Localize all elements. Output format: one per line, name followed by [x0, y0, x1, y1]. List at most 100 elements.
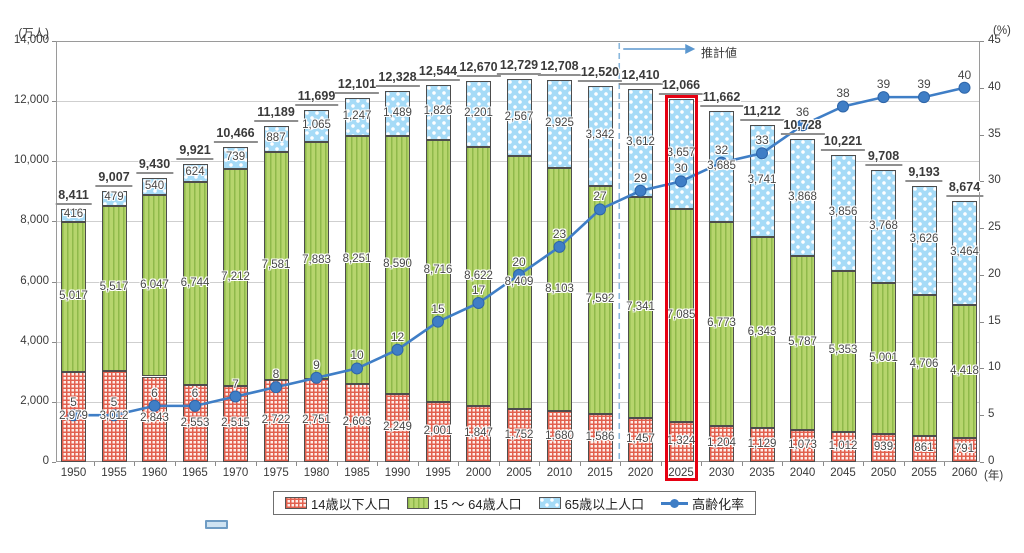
bar-total-label: 12,410 [618, 68, 663, 85]
right-axis-unit: (%) [993, 25, 1011, 37]
legend-item-under14: 14歳以下人口 [285, 494, 390, 513]
bar-segment-working-age-value: 4,706 [909, 358, 939, 371]
y-axis-right-tick [980, 181, 984, 183]
x-axis-year-label: 2060 [951, 467, 978, 479]
x-axis-tick [417, 462, 419, 466]
y-axis-right-tick [980, 87, 984, 89]
bar-segment-under14-value: 1,586 [585, 431, 615, 444]
cropped-blue-element [205, 520, 228, 529]
bar-segment-senior-value: 1,826 [423, 105, 453, 118]
legend: 14歳以下人口 15 ～ 64歳人口 65歳以上人口 高齢化率 [273, 491, 757, 515]
y-axis-left-tick [52, 101, 56, 103]
aging-rate-value: 17 [471, 282, 486, 297]
bar-segment-working-age-value: 8,622 [464, 269, 493, 282]
y-axis-left-tick-label: 4,000 [20, 334, 49, 347]
y-axis-left-tick [52, 221, 56, 223]
aging-rate-value: 33 [755, 133, 769, 148]
bar-total-label: 10,466 [213, 126, 258, 144]
y-axis-right-tick [980, 415, 984, 417]
x-axis-tick [579, 462, 581, 466]
x-axis-tick [539, 462, 541, 466]
y-axis-right-tick-label: 0 [988, 455, 995, 467]
y-axis-left-tick-label: 0 [42, 455, 49, 467]
x-axis-tick [620, 462, 622, 466]
x-axis-tick [741, 462, 743, 466]
bar-segment-under14-value: 3,012 [99, 409, 129, 422]
bar-segment-working-age-value: 5,353 [828, 344, 858, 357]
y-axis-right-tick-label: 45 [988, 34, 1001, 46]
bar-segment-working-age-value: 8,716 [423, 263, 453, 276]
x-axis-year-label: 1965 [182, 467, 208, 479]
bar-segment-under14-value: 2,843 [140, 412, 169, 425]
aging-rate-value: 15 [431, 301, 445, 316]
bar-segment-senior-value: 416 [63, 208, 84, 221]
bar-segment-senior-value: 3,464 [950, 246, 979, 259]
bar-segment-working-age-value: 8,251 [342, 252, 372, 265]
y-axis-right-tick-label: 35 [988, 127, 1001, 140]
x-axis-tick [822, 462, 824, 466]
bar-total-label: 12,066 [658, 78, 704, 96]
bar-segment-senior-value: 540 [144, 179, 165, 192]
bar-segment-senior-value: 3,741 [747, 174, 777, 187]
y-axis-left-tick-label: 12,000 [13, 94, 49, 107]
aging-rate-value: 5 [110, 395, 118, 410]
bar-segment-under14 [425, 401, 451, 462]
y-axis-left-tick-label: 8,000 [20, 214, 49, 227]
x-axis-year-label: 2025 [668, 467, 694, 479]
x-axis-tick [498, 462, 500, 466]
x-axis-unit: (年) [984, 470, 1004, 482]
y-axis-right-tick-label: 10 [988, 361, 1001, 374]
aging-rate-value: 20 [512, 254, 526, 269]
legend-item-aging-rate: 高齢化率 [661, 494, 744, 513]
x-axis-tick [701, 462, 703, 466]
bar-segment-senior-value: 3,868 [788, 190, 817, 203]
bar-segment-working-age-value: 5,787 [788, 335, 817, 348]
legend-label-aging-rate: 高齢化率 [692, 496, 745, 512]
x-axis-tick [660, 462, 662, 466]
x-axis-tick [255, 462, 257, 466]
aging-rate-value: 7 [232, 376, 239, 391]
aging-rate-value: 32 [714, 142, 729, 157]
bar-segment-working-age-value: 6,773 [707, 316, 736, 329]
x-axis-tick [944, 462, 946, 466]
bar-total-label: 12,670 [456, 60, 501, 77]
legend-label-working: 15 ～ 64歳人口 [433, 496, 522, 512]
bar-segment-under14 [628, 418, 653, 462]
bar-total-label: 11,662 [699, 90, 744, 108]
bar-total-label: 11,212 [740, 104, 784, 121]
x-axis-tick [782, 462, 784, 466]
bar-segment-working-age-value: 6,047 [140, 278, 169, 291]
bar-segment-working-age-value: 5,017 [59, 289, 88, 302]
bar-segment-under14-value: 2,603 [342, 415, 372, 428]
bar-segment-under14 [790, 429, 815, 462]
aging-rate-value: 27 [593, 189, 607, 204]
bar-segment-under14-value: 1,457 [626, 433, 655, 446]
bar-segment-working-age-value: 7,581 [261, 259, 291, 272]
x-axis-year-label: 2055 [911, 467, 937, 479]
rate-line-marker-icon [661, 497, 689, 509]
aging-rate-value: 40 [957, 67, 972, 82]
bar-segment-senior-value: 1,247 [342, 109, 372, 122]
bar-segment-under14-value: 1,012 [828, 439, 858, 452]
bar-segment-under14-value: 2,722 [261, 414, 291, 427]
bar-segment-under14-value: 861 [914, 442, 934, 455]
legend-label-senior: 65歳以上人口 [564, 496, 645, 512]
bar-total-label: 12,729 [496, 58, 542, 76]
aging-rate-value: 29 [633, 170, 648, 185]
aging-rate-value: 8 [272, 367, 280, 382]
bar-segment-senior-value: 3,768 [869, 219, 898, 232]
bar-segment-under14 [668, 422, 694, 462]
aging-rate-value: 12 [390, 329, 405, 344]
bar-total-label: 12,328 [375, 70, 420, 88]
bar-segment-working-age-value: 7,212 [221, 270, 250, 283]
aging-rate-value: 23 [552, 226, 567, 241]
bar-segment-working-age-value: 8,103 [545, 282, 574, 295]
bar-segment-senior-value: 739 [225, 151, 246, 164]
y-axis-right-tick [980, 368, 984, 370]
aging-rate-value: 6 [191, 385, 199, 400]
bar-segment-under14-value: 2,249 [383, 421, 412, 434]
bar-segment-senior-value: 3,685 [707, 159, 736, 172]
aging-rate-value: 39 [917, 77, 931, 92]
y-axis-right-tick-label: 30 [988, 174, 1001, 187]
bar-segment-working-age-value: 7,883 [302, 253, 331, 266]
